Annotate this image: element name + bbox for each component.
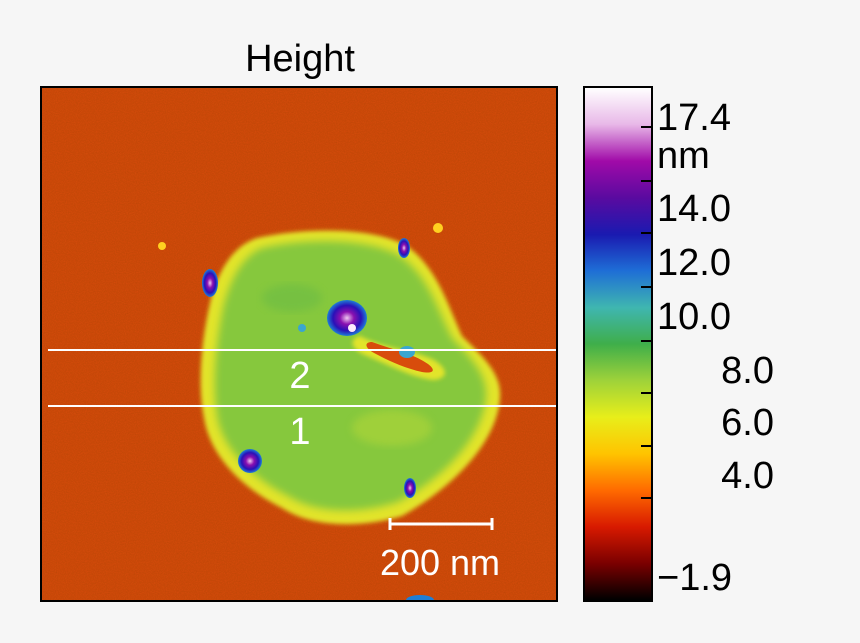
- plot-title: Height: [245, 38, 355, 80]
- colorbar-label: 4.0: [721, 455, 774, 497]
- afm-height-image: [40, 86, 558, 602]
- colorbar-label: 12.0: [657, 242, 731, 284]
- colorbar-tick: [641, 497, 653, 499]
- island-patch: [352, 410, 432, 446]
- particle-small: [298, 324, 306, 332]
- particle-summit: [348, 324, 356, 332]
- particle-peak: [238, 449, 262, 473]
- colorbar-tick: [641, 232, 653, 234]
- profile-label-1: 1: [289, 411, 311, 453]
- colorbar-tick: [641, 286, 653, 288]
- particle-peak: [404, 478, 416, 498]
- particle-peak: [327, 300, 367, 336]
- colorbar-tick: [641, 392, 653, 394]
- colorbar-label-min: −1.9: [657, 557, 733, 599]
- profile-label-2: 2: [289, 355, 311, 397]
- colorbar-tick: [641, 445, 653, 447]
- colorbar-label: 8.0: [721, 350, 774, 392]
- particle-edge: [406, 595, 434, 600]
- afm-image-canvas: [42, 88, 556, 600]
- particle-small: [158, 242, 166, 250]
- colorbar-tick: [641, 340, 653, 342]
- colorbar-tick: [641, 180, 653, 182]
- scale-bar-label: 200 nm: [379, 542, 501, 583]
- particle-peak: [202, 269, 218, 297]
- particle-small: [433, 223, 443, 233]
- colorbar-label: 14.0: [657, 188, 731, 230]
- colorbar-label: 10.0: [657, 296, 731, 338]
- height-colorbar: [583, 86, 653, 602]
- colorbar-label-max: 17.4 nm: [657, 97, 731, 177]
- island-patch: [262, 284, 322, 312]
- colorbar-tick: [641, 126, 653, 128]
- colorbar-label: 6.0: [721, 402, 774, 444]
- particle-peak: [398, 238, 410, 258]
- particle-small: [399, 346, 415, 358]
